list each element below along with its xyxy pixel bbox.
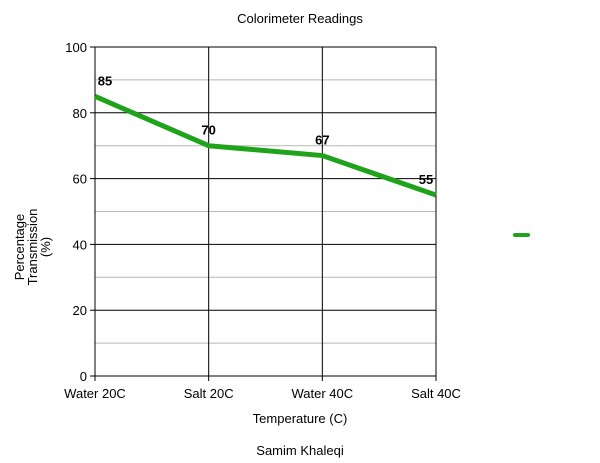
series-line [94, 94, 437, 198]
series-lines [94, 94, 437, 198]
x-axis-label: Temperature (C) [253, 411, 348, 426]
data-label: 55 [419, 172, 433, 187]
axes [90, 46, 437, 381]
y-tick-label: 20 [73, 303, 87, 318]
data-label: 70 [201, 123, 215, 138]
y-axis-label: PercentageTransmission(%) [12, 209, 53, 286]
gridlines [94, 46, 437, 377]
y-axis-label-line: Percentage [12, 214, 27, 281]
data-label: 67 [315, 133, 329, 148]
x-tick-label: Salt 20C [184, 386, 234, 401]
y-tick-label: 0 [80, 369, 87, 384]
y-tick-label: 100 [65, 40, 87, 55]
y-tick-labels: 0 20 40 60 80 100 [65, 40, 87, 384]
y-axis-label-line: (%) [38, 237, 53, 257]
x-tick-labels: Water 20C Salt 20C Water 40C Salt 40C [64, 386, 461, 401]
x-tick-label: Water 40C [292, 386, 354, 401]
y-tick-label: 60 [73, 172, 87, 187]
data-label: 85 [98, 73, 112, 88]
footer-author: Samim Khaleqi [256, 443, 344, 458]
x-tick-label: Water 20C [64, 386, 126, 401]
data-labels: 85 70 67 55 [98, 73, 433, 187]
x-tick-label: Salt 40C [411, 386, 461, 401]
y-axis-label-line: Transmission [25, 209, 40, 286]
y-tick-label: 80 [73, 106, 87, 121]
y-tick-label: 40 [73, 237, 87, 252]
chart-title: Colorimeter Readings [237, 11, 363, 26]
